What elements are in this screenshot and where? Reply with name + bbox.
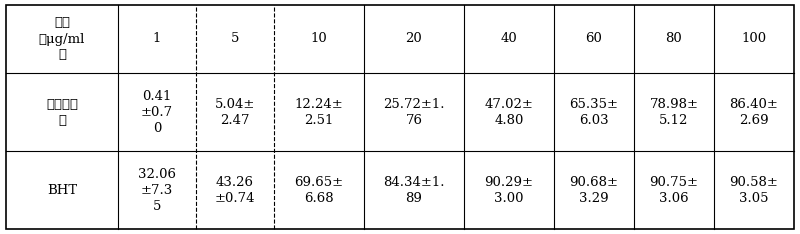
Bar: [364, 73, 464, 151]
Bar: [714, 5, 794, 73]
Text: 80: 80: [666, 33, 682, 45]
Text: 90.58±
3.05: 90.58± 3.05: [730, 176, 778, 205]
Bar: [714, 151, 794, 229]
Text: 90.29±
3.00: 90.29± 3.00: [485, 176, 534, 205]
Text: 86.40±
2.69: 86.40± 2.69: [730, 98, 778, 127]
Text: 1: 1: [153, 33, 161, 45]
Text: 12.24±
2.51: 12.24± 2.51: [294, 98, 343, 127]
Bar: [634, 73, 714, 151]
Text: 90.75±
3.06: 90.75± 3.06: [650, 176, 698, 205]
Text: 32.06
±7.3
5: 32.06 ±7.3 5: [138, 168, 176, 212]
Bar: [196, 73, 274, 151]
Bar: [196, 151, 274, 229]
Bar: [274, 151, 364, 229]
Bar: [554, 151, 634, 229]
Text: 40: 40: [501, 33, 518, 45]
Bar: [6, 73, 118, 151]
Text: 47.02±
4.80: 47.02± 4.80: [485, 98, 534, 127]
Text: 茶树油精
油: 茶树油精 油: [46, 98, 78, 127]
Bar: [274, 73, 364, 151]
Bar: [554, 73, 634, 151]
Text: 5.04±
2.47: 5.04± 2.47: [215, 98, 255, 127]
Text: 25.72±1.
76: 25.72±1. 76: [383, 98, 445, 127]
Text: 20: 20: [406, 33, 422, 45]
Text: 69.65±
6.68: 69.65± 6.68: [294, 176, 343, 205]
Bar: [118, 151, 196, 229]
Text: 65.35±
6.03: 65.35± 6.03: [570, 98, 618, 127]
Bar: [464, 5, 554, 73]
Bar: [464, 151, 554, 229]
Bar: [364, 5, 464, 73]
Bar: [634, 5, 714, 73]
Text: 43.26
±0.74: 43.26 ±0.74: [214, 176, 255, 205]
Text: 0.41
±0.7
0: 0.41 ±0.7 0: [141, 89, 173, 135]
Text: 5: 5: [231, 33, 239, 45]
Bar: [554, 5, 634, 73]
Text: 90.68±
3.29: 90.68± 3.29: [570, 176, 618, 205]
Bar: [6, 5, 118, 73]
Bar: [634, 151, 714, 229]
Text: 84.34±1.
89: 84.34±1. 89: [383, 176, 445, 205]
Bar: [714, 73, 794, 151]
Bar: [196, 5, 274, 73]
Bar: [118, 5, 196, 73]
Text: BHT: BHT: [47, 183, 77, 197]
Text: 60: 60: [586, 33, 602, 45]
Bar: [118, 73, 196, 151]
Bar: [274, 5, 364, 73]
Bar: [6, 151, 118, 229]
Text: 浓度
（μg/ml
）: 浓度 （μg/ml ）: [39, 17, 85, 62]
Text: 78.98±
5.12: 78.98± 5.12: [650, 98, 698, 127]
Text: 100: 100: [742, 33, 766, 45]
Bar: [364, 151, 464, 229]
Text: 10: 10: [310, 33, 327, 45]
Bar: [464, 73, 554, 151]
